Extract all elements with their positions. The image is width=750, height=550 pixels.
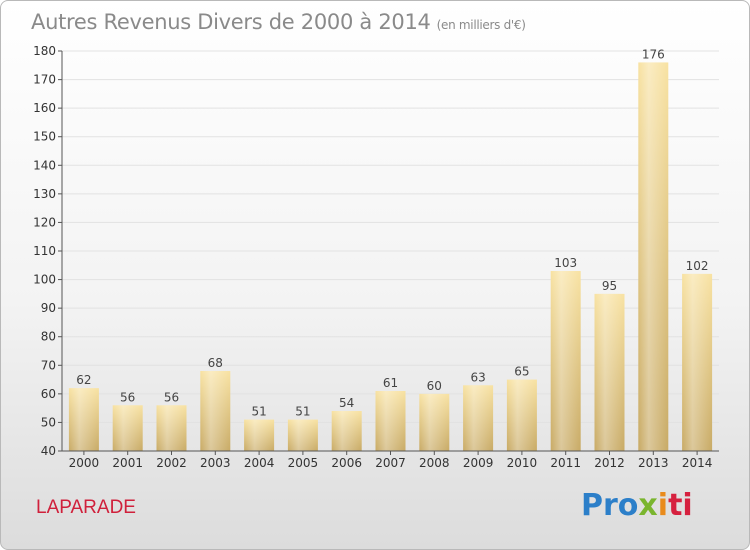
bar-shine [156, 405, 187, 451]
data-label: 65 [514, 365, 529, 379]
y-tick-label: 50 [41, 415, 56, 429]
y-tick-label: 110 [33, 244, 56, 258]
bar-shine [68, 388, 99, 451]
bar-shine [463, 385, 494, 451]
x-tick-label: 2014 [682, 456, 713, 470]
y-tick-label: 70 [41, 358, 56, 372]
y-tick-label: 160 [33, 101, 56, 115]
data-label: 176 [642, 47, 665, 61]
data-label: 60 [427, 379, 442, 393]
data-label: 103 [554, 256, 577, 270]
proxiti-logo: Proxiti [581, 488, 693, 523]
bar-shine [594, 293, 625, 451]
x-tick-label: 2003 [200, 456, 231, 470]
logo-part-4: ti [668, 488, 693, 523]
x-tick-label: 2010 [507, 456, 538, 470]
x-tick-label: 2008 [419, 456, 450, 470]
y-tick-label: 60 [41, 387, 56, 401]
data-label: 62 [76, 373, 91, 387]
bar-shine [506, 379, 537, 451]
y-axis-ticks: 40 50 60 70 80 90 100 110 120 130 140 150 160 170 180 [33, 44, 62, 458]
bar-shine [244, 419, 275, 451]
bar-shine [200, 371, 231, 451]
x-tick-label: 2001 [112, 456, 143, 470]
bar-shine [419, 393, 450, 451]
bar-shine [375, 391, 406, 451]
x-tick-label: 2013 [638, 456, 669, 470]
y-tick-label: 40 [41, 444, 56, 458]
logo-part-2: x [638, 488, 658, 523]
y-tick-label: 140 [33, 158, 56, 172]
data-label: 56 [164, 390, 179, 404]
data-label: 51 [295, 405, 310, 419]
y-tick-label: 180 [33, 44, 56, 58]
x-tick-label: 2009 [463, 456, 494, 470]
x-axis-ticks: 2000 2001 2002 2003 2004 2005 2006 2007 2008 2009… [69, 451, 713, 470]
bar-shine [638, 62, 669, 452]
y-tick-label: 100 [33, 273, 56, 287]
data-label: 63 [470, 370, 485, 384]
bar-shine [682, 273, 713, 451]
data-label: 68 [208, 356, 223, 370]
y-tick-label: 130 [33, 187, 56, 201]
bar-shine [287, 419, 318, 451]
chart-title-unit: (en milliers d'€) [436, 18, 526, 32]
y-tick-label: 150 [33, 130, 56, 144]
logo-part-1: Pro [581, 488, 639, 523]
data-label: 56 [120, 390, 135, 404]
bar-shine [112, 405, 143, 451]
bars: 62 56 56 68 51 51 54 61 60 63 65 103 95 176 102 [68, 47, 713, 452]
y-tick-label: 170 [33, 73, 56, 87]
x-tick-label: 2006 [331, 456, 362, 470]
bar-shine [331, 411, 362, 451]
data-label: 61 [383, 376, 398, 390]
data-label: 102 [686, 259, 709, 273]
bar-shine [550, 271, 581, 451]
x-tick-label: 2011 [550, 456, 581, 470]
x-tick-label: 2000 [69, 456, 100, 470]
x-tick-label: 2004 [244, 456, 275, 470]
x-tick-label: 2012 [594, 456, 625, 470]
data-label: 54 [339, 396, 354, 410]
chart-title: Autres Revenus Divers de 2000 à 2014 (en … [31, 10, 526, 34]
x-tick-label: 2005 [288, 456, 319, 470]
logo-part-3: i [657, 488, 669, 523]
x-tick-label: 2007 [375, 456, 406, 470]
data-label: 51 [251, 405, 266, 419]
data-label: 95 [602, 279, 617, 293]
y-tick-label: 90 [41, 301, 56, 315]
chart-title-main: Autres Revenus Divers de 2000 à 2014 [31, 10, 431, 34]
y-tick-label: 120 [33, 215, 56, 229]
y-tick-label: 80 [41, 330, 56, 344]
place-name: LAPARADE [36, 497, 136, 518]
x-tick-label: 2002 [156, 456, 187, 470]
